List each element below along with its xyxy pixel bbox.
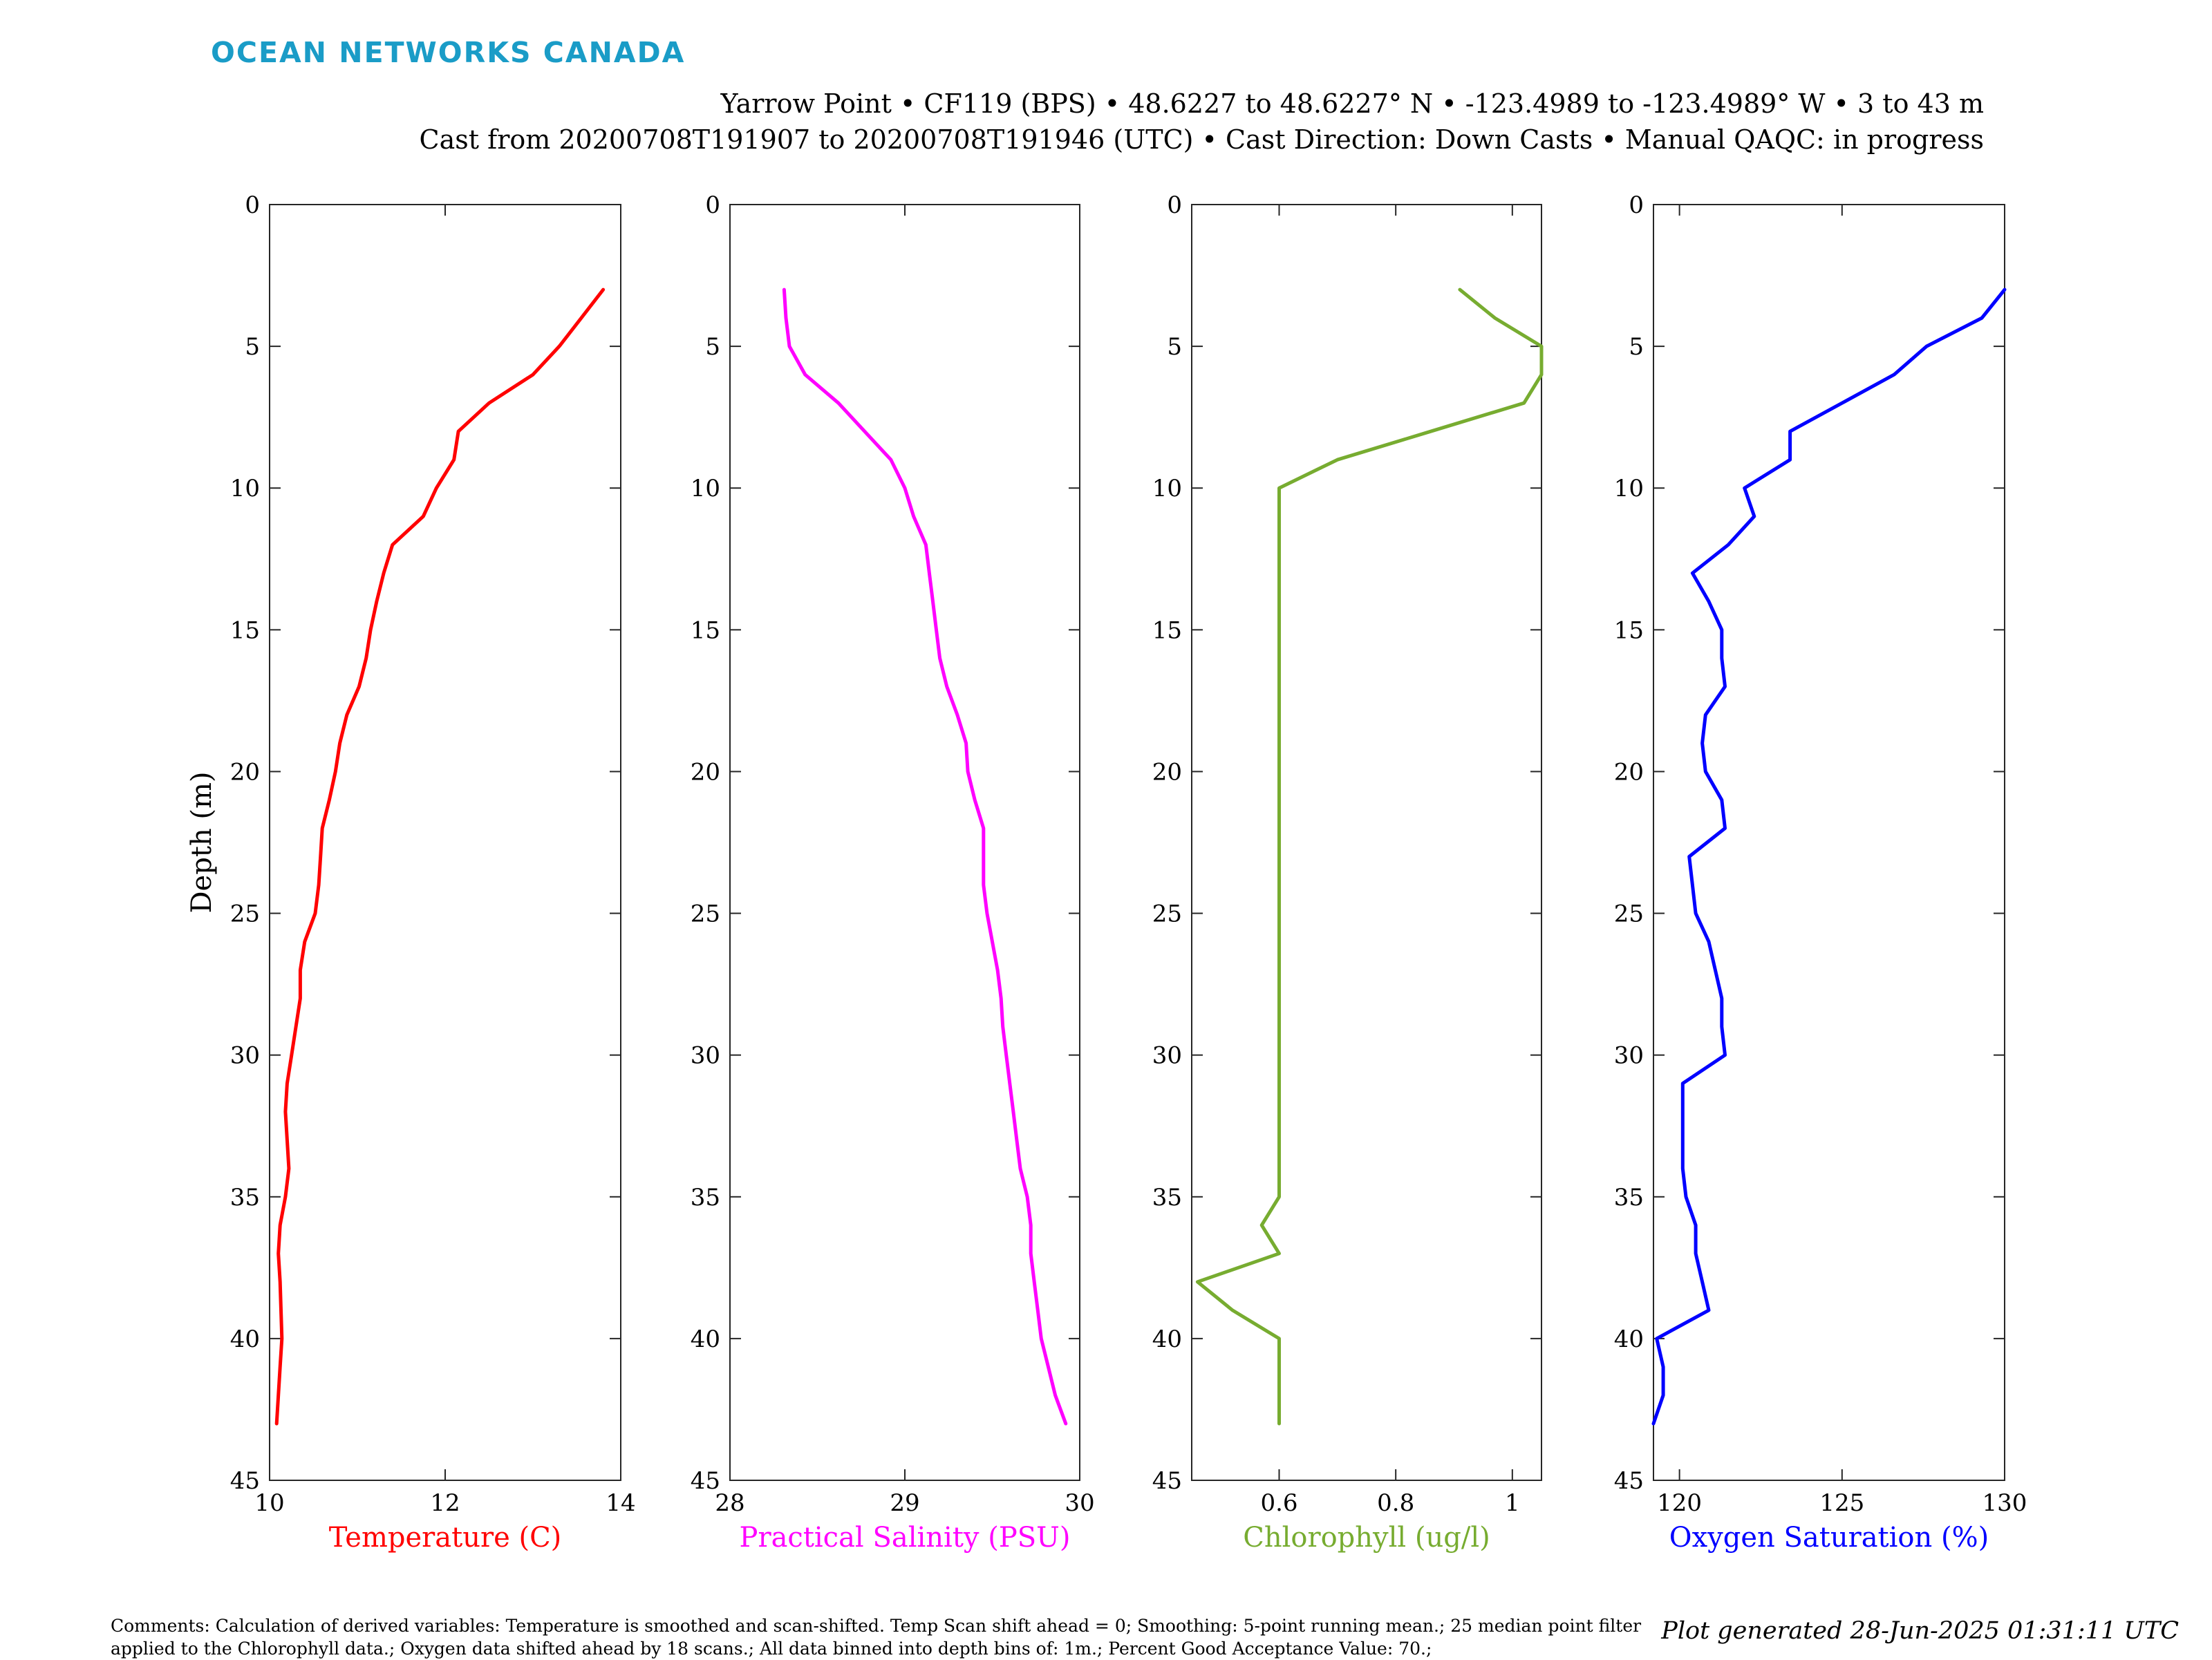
y-tick-label: 15	[230, 616, 260, 644]
x-tick-label: 14	[606, 1489, 635, 1517]
series-line-2	[782, 287, 1068, 1426]
header-line-1: Yarrow Point • CF119 (BPS) • 48.6227 to …	[720, 88, 1984, 119]
y-tick-label: 25	[691, 900, 720, 928]
y-tick-label: 25	[230, 900, 260, 928]
y-tick-label: 30	[1614, 1042, 1644, 1070]
y-tick-label: 10	[691, 475, 720, 502]
x-tick-label: 29	[890, 1489, 919, 1517]
y-tick-label: 45	[1614, 1467, 1644, 1495]
y-tick-label: 35	[1614, 1184, 1644, 1211]
series-line-4	[1651, 287, 2007, 1426]
y-tick-label: 0	[705, 191, 720, 219]
x-tick-label: 0.6	[1260, 1489, 1297, 1517]
y-tick-label: 10	[1614, 475, 1644, 502]
x-tick-label: 30	[1065, 1489, 1094, 1517]
y-tick-label: 10	[230, 475, 260, 502]
y-tick-label: 20	[1152, 758, 1182, 786]
y-tick-label: 20	[1614, 758, 1644, 786]
brand-logo: OCEAN NETWORKS CANADA	[211, 36, 686, 69]
y-tick-label: 35	[230, 1184, 260, 1211]
header-line-2: Cast from 20200708T191907 to 20200708T19…	[419, 124, 1984, 155]
y-tick-label: 20	[230, 758, 260, 786]
y-tick-label: 25	[1614, 900, 1644, 928]
y-tick-label: 45	[1152, 1467, 1182, 1495]
y-tick-label: 10	[1152, 475, 1182, 502]
x-tick-label: 10	[254, 1489, 284, 1517]
plot-generated-timestamp: Plot generated 28-Jun-2025 01:31:11 UTC	[1661, 1617, 2179, 1645]
y-tick-label: 45	[230, 1467, 260, 1495]
x-axis-label: Oxygen Saturation (%)	[1669, 1522, 1989, 1554]
axes-box-3	[1191, 204, 1542, 1481]
y-axis-label: Depth (m)	[186, 771, 218, 913]
y-tick-label: 15	[1152, 616, 1182, 644]
x-axis-label: Temperature (C)	[329, 1522, 562, 1554]
y-tick-label: 40	[1614, 1326, 1644, 1353]
y-tick-label: 0	[1167, 191, 1182, 219]
y-tick-label: 40	[230, 1326, 260, 1353]
y-tick-label: 40	[691, 1326, 720, 1353]
comments-text: Comments: Calculation of derived variabl…	[111, 1616, 1642, 1659]
y-tick-label: 5	[705, 333, 720, 361]
x-tick-label: 120	[1657, 1489, 1702, 1517]
series-line-3	[1195, 287, 1544, 1426]
y-tick-label: 5	[1167, 333, 1182, 361]
y-tick-label: 35	[691, 1184, 720, 1211]
y-tick-label: 5	[1629, 333, 1644, 361]
y-tick-label: 15	[1614, 616, 1644, 644]
x-axis-label: Practical Salinity (PSU)	[740, 1522, 1071, 1554]
y-tick-label: 40	[1152, 1326, 1182, 1353]
x-tick-label: 125	[1819, 1489, 1864, 1517]
x-tick-label: 1	[1505, 1489, 1520, 1517]
y-tick-label: 15	[691, 616, 720, 644]
y-tick-label: 25	[1152, 900, 1182, 928]
y-tick-label: 0	[1629, 191, 1644, 219]
y-tick-label: 20	[691, 758, 720, 786]
y-tick-label: 30	[230, 1042, 260, 1070]
x-tick-label: 0.8	[1377, 1489, 1414, 1517]
y-tick-label: 0	[245, 191, 260, 219]
y-tick-label: 5	[245, 333, 260, 361]
y-tick-label: 30	[1152, 1042, 1182, 1070]
y-tick-label: 45	[691, 1467, 720, 1495]
x-tick-label: 28	[715, 1489, 744, 1517]
y-tick-label: 30	[691, 1042, 720, 1070]
series-line-1	[274, 287, 606, 1426]
x-tick-label: 12	[430, 1489, 460, 1517]
axes-box-2	[729, 204, 1080, 1481]
x-axis-label: Chlorophyll (ug/l)	[1243, 1522, 1490, 1554]
x-tick-label: 130	[1983, 1489, 2027, 1517]
y-tick-label: 35	[1152, 1184, 1182, 1211]
axes-box-4	[1653, 204, 2005, 1481]
